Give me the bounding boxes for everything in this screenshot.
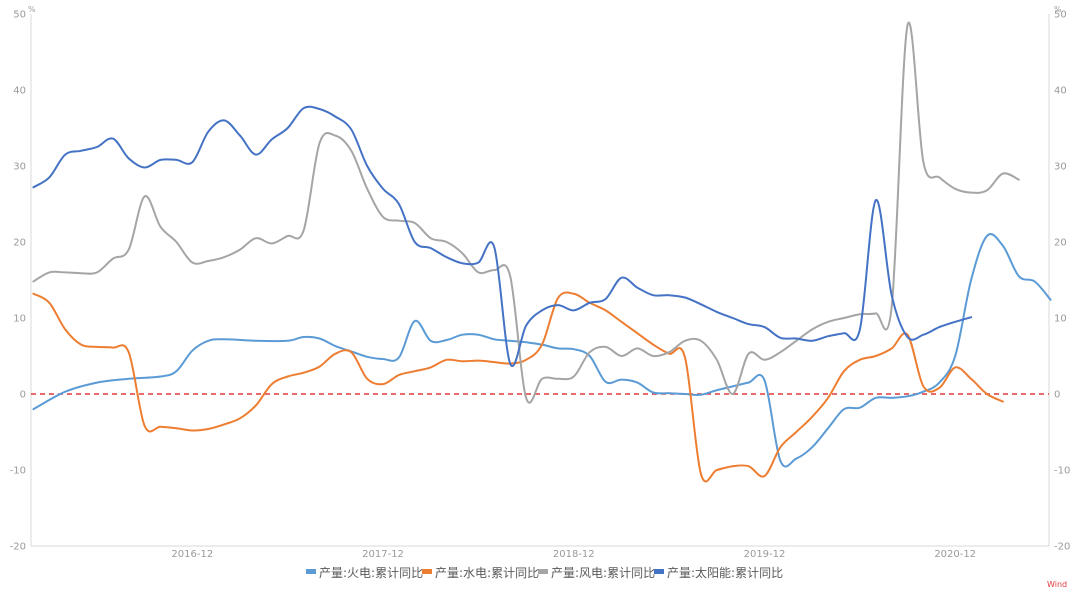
series-line-hydro-power xyxy=(32,291,1004,483)
series-line-solar-power xyxy=(32,105,973,368)
y-tick-label-left: 20 xyxy=(13,238,26,249)
y-tick-label-right: 0 xyxy=(1054,390,1060,401)
y-tick-label-right: 30 xyxy=(1054,162,1067,173)
legend-swatch xyxy=(306,569,316,574)
y-tick-label-left: 50 xyxy=(13,10,26,21)
y-tick-label-right: 50 xyxy=(1054,10,1067,21)
legend-swatch xyxy=(422,569,432,574)
legend-item-thermal-power: 产量:火电:累计同比 xyxy=(306,566,423,580)
y-axis-unit-right: % xyxy=(1054,5,1062,14)
y-tick-label-left: 30 xyxy=(13,162,26,173)
legend-swatch xyxy=(654,569,664,574)
legend-label: 产量:水电:累计同比 xyxy=(435,566,539,580)
legend: 产量:火电:累计同比 产量:水电:累计同比 产量:风电:累计同比 产量:太阳能:累计同… xyxy=(306,565,783,580)
x-tick-label: 2018-12 xyxy=(553,549,595,560)
y-tick-label-right: -10 xyxy=(1054,466,1070,477)
axes-layer: -20 -20 -10 -10 0 0 10 10 20 20 30 30 40 40 50 50 2016-1… xyxy=(10,10,1071,561)
legend-item-wind-power: 产量:风电:累计同比 xyxy=(538,566,655,580)
y-tick-label-right: 40 xyxy=(1054,86,1067,97)
legend-label: 产量:火电:累计同比 xyxy=(319,566,423,580)
y-tick-label-right: 20 xyxy=(1054,238,1067,249)
y-tick-label-left: 0 xyxy=(20,390,26,401)
legend-swatch xyxy=(538,569,548,574)
series-layer xyxy=(32,21,1052,483)
legend-label: 产量:风电:累计同比 xyxy=(551,566,655,580)
y-tick-label-left: -10 xyxy=(10,466,26,477)
y-axis-unit-left: % xyxy=(28,5,36,14)
y-tick-label-right: -20 xyxy=(1054,542,1070,553)
legend-label: 产量:太阳能:累计同比 xyxy=(667,565,783,580)
legend-item-hydro-power: 产量:水电:累计同比 xyxy=(422,566,539,580)
x-tick-label: 2019-12 xyxy=(744,549,786,560)
series-line-wind-power xyxy=(32,21,1020,404)
x-tick-label: 2020-12 xyxy=(934,549,976,560)
legend-item-solar-power: 产量:太阳能:累计同比 xyxy=(654,565,783,580)
y-tick-label-left: 10 xyxy=(13,314,26,325)
source-label: Wind xyxy=(1047,580,1067,589)
y-tick-label-left: -20 xyxy=(10,542,26,553)
y-tick-label-left: 40 xyxy=(13,86,26,97)
x-tick-label: 2016-12 xyxy=(171,549,213,560)
y-tick-label-right: 10 xyxy=(1054,314,1067,325)
series-line-thermal-power xyxy=(32,233,1052,468)
x-tick-label: 2017-12 xyxy=(362,549,404,560)
